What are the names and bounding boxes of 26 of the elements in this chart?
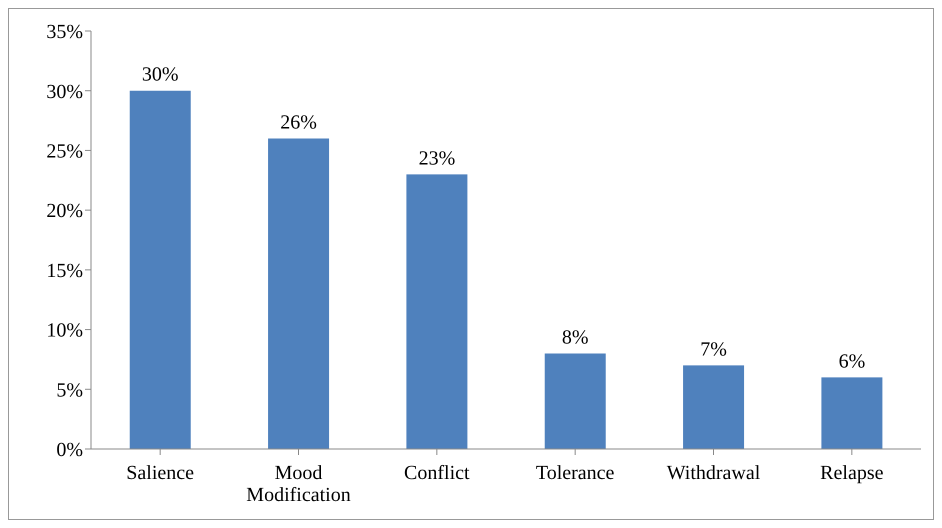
y-tick-label: 15%	[46, 260, 83, 282]
bar	[683, 365, 744, 449]
bar	[544, 353, 606, 449]
bar	[130, 90, 191, 449]
data-label: 23%	[418, 147, 456, 170]
data-label: 30%	[142, 64, 179, 86]
data-label: 6%	[838, 350, 866, 372]
y-tick-label: 30%	[46, 80, 83, 103]
y-tick-label: 10%	[46, 320, 83, 342]
x-tick-label: Salience	[126, 462, 194, 484]
bar	[406, 174, 468, 449]
x-tick-label: Relapse	[820, 462, 884, 484]
bar	[268, 138, 330, 449]
y-tick-label: 35%	[46, 21, 83, 44]
x-tick-label: Conflict	[404, 462, 470, 484]
data-label: 8%	[562, 326, 589, 348]
x-tick-label: Withdrawal	[666, 462, 761, 484]
x-tick-label: Mood Modification	[246, 462, 351, 506]
y-tick-label: 20%	[46, 200, 83, 222]
y-tick-label: 0%	[56, 439, 83, 462]
y-tick-label: 25%	[46, 140, 83, 163]
data-label: 26%	[280, 111, 317, 134]
data-label: 7%	[700, 338, 727, 360]
y-tick-label: 5%	[56, 379, 83, 402]
bar	[821, 377, 882, 449]
x-tick-label: Tolerance	[536, 462, 615, 484]
